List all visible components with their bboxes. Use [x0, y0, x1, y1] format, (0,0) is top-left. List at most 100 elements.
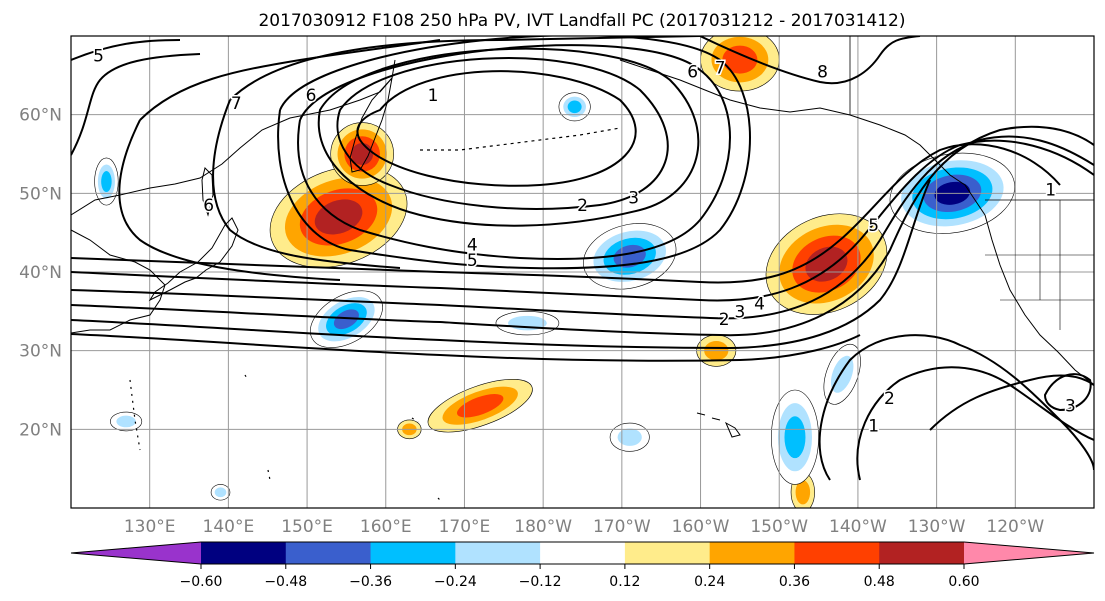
pv-contour-label: 7: [715, 58, 726, 78]
us-state-lines: [985, 200, 1094, 330]
colorbar-segment: [709, 542, 795, 564]
pv-contour-label: 7: [231, 94, 242, 114]
ivt-anomaly-region: [495, 311, 560, 336]
gridlines: [71, 36, 1094, 508]
aleutian-islands: [420, 127, 621, 151]
map-frame: [70, 35, 1095, 509]
ivt-anomaly-region: [210, 484, 231, 501]
pv-contour-7-west: [118, 39, 441, 281]
ivt-anomaly-fill: [101, 171, 112, 193]
ivt-anomaly-fill: [116, 415, 136, 428]
pv-contour-label: 2: [884, 389, 895, 409]
north-america-coastline: [984, 214, 1094, 386]
colorbar-segment: [624, 542, 711, 564]
ivt-anomaly-region: [609, 422, 650, 452]
pv-contour-label: 6: [203, 196, 214, 216]
pv-jet-2: [71, 139, 1094, 302]
pv-contour-4-west: [297, 44, 731, 260]
pv-contour-label: 8: [817, 62, 828, 82]
pv-contour-label: 6: [306, 86, 317, 106]
pv-contours: [71, 36, 1094, 481]
ivt-anomaly-layer: [94, 36, 1016, 508]
colorbar-tick-label: 0.60: [948, 574, 979, 590]
pv-contour-label: 3: [628, 188, 639, 208]
pv-jet-5: [71, 179, 931, 350]
figure-title: 2017030912 F108 250 hPa PV, IVT Landfall…: [258, 11, 905, 31]
pv-contour-label: 3: [734, 302, 745, 322]
lon-tick-label: 140°E: [203, 517, 255, 537]
pv-contour-5-northwest: [71, 39, 201, 156]
lon-tick-label: 180°W: [514, 517, 572, 537]
pv-contour-label: 5: [467, 251, 478, 271]
pv-contour-label: 1: [1045, 180, 1056, 200]
pv-jet-4: [71, 125, 1094, 337]
lat-tick-label: 50°N: [19, 184, 62, 204]
pv-contour-label: 1: [868, 416, 879, 436]
pv-trough-southeast-2: [856, 366, 1094, 481]
kamchatka-coastline: [349, 76, 393, 173]
colorbar-extend-high: [964, 542, 1094, 564]
lat-tick-label: 40°N: [19, 263, 62, 283]
ivt-anomaly-region: [558, 92, 591, 122]
lon-tick-label: 160°E: [360, 517, 412, 537]
pv-contour-8-north: [699, 36, 921, 85]
lon-tick-label: 150°E: [281, 517, 333, 537]
colorbar-tick-label: 0.48: [864, 574, 895, 590]
pv-contour-label: 4: [754, 294, 765, 314]
ivt-anomaly-region: [330, 122, 394, 186]
colorbar-tick-label: 0.12: [609, 574, 640, 590]
pv-contour-label: 5: [93, 47, 104, 67]
pv-contour-label: 6: [687, 62, 698, 82]
colorbar-segment: [370, 542, 456, 564]
sakhalin-coastline: [201, 167, 214, 217]
lon-tick-label: 130°W: [908, 517, 966, 537]
pv-contour-1: [356, 70, 637, 187]
colorbar-tick-label: −0.48: [264, 574, 307, 590]
pv-contour-southeast-3: [1043, 373, 1092, 412]
lon-tick-label: 150°W: [750, 517, 808, 537]
ivt-anomaly-fill: [567, 100, 582, 114]
ivt-anomaly-region: [110, 411, 143, 432]
pv-contour-5-west: [277, 36, 751, 270]
ivt-anomaly-region: [771, 389, 819, 485]
colorbar-segment: [879, 542, 965, 564]
ivt-anomaly-fill: [795, 480, 811, 505]
ivt-anomaly-fill: [457, 394, 504, 418]
colorbar-tick-label: −0.60: [180, 574, 223, 590]
colorbar-tick-label: −0.24: [434, 574, 477, 590]
ivt-anomaly-fill: [351, 143, 374, 165]
ivt-anomaly-fill: [214, 487, 227, 498]
lon-tick-label: 140°W: [829, 517, 887, 537]
longitude-labels: 130°E 140°E 150°E 160°E 170°E 180°W 170°W 160°W…: [124, 517, 1045, 537]
pv-contour-6-west: [212, 36, 701, 269]
colorbar-tick-label: 0.24: [694, 574, 725, 590]
pv-jet-3: [71, 135, 1094, 320]
ivt-anomaly-region: [269, 166, 408, 268]
ivt-anomaly-fill: [617, 428, 642, 446]
pv-contour-label: 5: [868, 216, 879, 236]
pv-contour-label: 2: [577, 196, 588, 216]
pv-jet-1: [71, 143, 1061, 284]
ivt-anomaly-region: [427, 379, 533, 433]
hawaii-islands: [696, 412, 741, 438]
lon-tick-label: 120°W: [986, 517, 1044, 537]
ivt-anomaly-fill: [722, 45, 758, 74]
colorbar-segment: [540, 542, 626, 564]
colorbar: −0.60 −0.48 −0.36 −0.24 −0.12 0.12 0.24 0.36 0.4…: [70, 541, 1095, 590]
colorbar-tick-label: −0.36: [349, 574, 392, 590]
ivt-anomaly-fill: [805, 246, 848, 282]
pv-contour-label: 2: [719, 310, 730, 330]
pv-contour-2: [336, 57, 669, 210]
pv-contour-southeast-1: [929, 374, 1094, 431]
ivt-anomaly-fill: [830, 355, 854, 393]
lon-tick-label: 170°W: [593, 517, 651, 537]
colorbar-tick-label: −0.12: [519, 574, 562, 590]
pv-jet-6: [71, 333, 861, 362]
border-canada-us: [849, 36, 1094, 201]
pv-contour-label: 4: [467, 235, 478, 255]
pv-contour-label: 1: [428, 86, 439, 106]
colorbar-segment: [455, 542, 541, 564]
